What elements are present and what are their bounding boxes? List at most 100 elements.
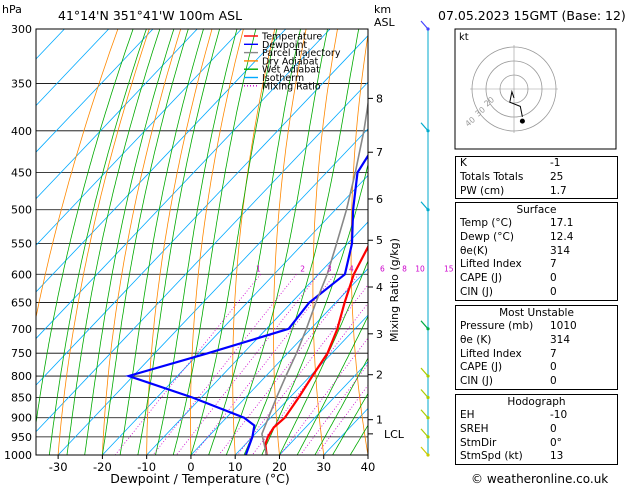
isotherm-line xyxy=(36,29,198,200)
wind-barb xyxy=(420,428,429,438)
wet-adiabat-line xyxy=(279,259,368,455)
row-value: 1.7 xyxy=(550,184,567,197)
mixing-ratio-label: 3 xyxy=(327,264,332,273)
copyright-label: © weatheronline.co.uk xyxy=(471,472,608,486)
profile-lines xyxy=(125,98,368,455)
mixing-ratio-axis-title: Mixing Ratio (g/kg) xyxy=(388,238,401,342)
most-unstable-title: Most Unstable xyxy=(499,307,574,319)
x-tick-label: 0 xyxy=(187,460,194,474)
table-row: EH -10 xyxy=(456,409,617,423)
storm-motion-dot xyxy=(519,118,525,124)
table-row: Lifted Index 7 xyxy=(456,258,617,272)
wind-barb xyxy=(420,122,429,132)
mixing-ratio-label: 4 xyxy=(349,264,354,273)
pressure-tick-label: 700 xyxy=(11,323,32,336)
location-label: 41°14'N 351°41'W 100m ASL xyxy=(58,8,242,23)
wind-barb xyxy=(420,446,429,456)
x-tick-label: 20 xyxy=(272,460,287,474)
wet-adiabat-line xyxy=(48,29,147,455)
row-value: 17.1 xyxy=(550,217,574,229)
table-row: K -1 xyxy=(456,157,617,171)
legend-entry: Dry Adiabat xyxy=(262,56,319,67)
table-row: θe (K) 314 xyxy=(456,334,617,348)
isotherm-line xyxy=(279,361,368,455)
row-label: CAPE (J) xyxy=(460,272,503,285)
height-unit-km: km xyxy=(374,3,391,16)
row-value: 0 xyxy=(550,375,557,388)
wind-point xyxy=(426,327,430,331)
hodograph-unit-label: kt xyxy=(459,32,469,43)
mixing-ratio-label: 10 xyxy=(415,264,425,273)
hodograph-table-title: Hodograph xyxy=(507,396,566,408)
row-value: 314 xyxy=(550,333,571,346)
plot-frame xyxy=(35,28,369,456)
surface-title: Surface xyxy=(516,204,557,216)
mixing-ratio-line xyxy=(279,337,368,455)
background-lines xyxy=(36,29,457,455)
mixing-ratio-label: 2 xyxy=(300,264,305,273)
isotherm-line xyxy=(36,29,109,107)
table-row: Temp (°C) 17.1 xyxy=(456,217,617,231)
wind-barb xyxy=(420,409,429,419)
row-label: StmSpd (kt) xyxy=(460,450,523,463)
height-tick-label: 1 xyxy=(376,414,383,427)
pressure-tick-label: 650 xyxy=(11,297,32,310)
isotherm-line xyxy=(36,29,65,60)
hodograph-table: Hodograph EH -10 SREH 0 StmDir 0° StmSpd (kt) 1… xyxy=(455,394,618,466)
wet-adiabat-line xyxy=(119,29,204,455)
row-label: Lifted Index xyxy=(460,258,522,271)
dry-adiabat-line xyxy=(350,32,368,455)
row-label: K xyxy=(460,157,467,169)
table-row: CIN (J) 0 xyxy=(456,375,617,389)
indices-rows: K -1 Totals Totals 25 PW (cm) 1.7 xyxy=(456,157,617,198)
wet-adiabat-line xyxy=(296,315,368,455)
dry-adiabat-line xyxy=(146,29,213,455)
wind-barb xyxy=(420,367,429,377)
pressure-unit-label: hPa xyxy=(2,3,22,16)
height-tick-label: 3 xyxy=(376,328,383,341)
height-tick-label: 6 xyxy=(376,193,383,206)
row-value: 7 xyxy=(550,347,557,360)
dry-adiabat-line xyxy=(424,29,457,455)
wet-adiabat-line xyxy=(243,29,360,455)
row-label: Lifted Index xyxy=(460,347,522,360)
height-tick-label: 5 xyxy=(376,234,383,247)
wind-point xyxy=(426,435,430,439)
surface-table: Surface Temp (°C) 17.1 Dewp (°C) 12.4 θe(K) 3… xyxy=(455,202,618,301)
wet-adiabat-line xyxy=(155,29,238,455)
legend-entry: Parcel Trajectory xyxy=(262,48,341,59)
x-tick-label: -30 xyxy=(49,460,68,474)
dry-adiabat-line xyxy=(232,29,276,455)
table-row: Lifted Index 7 xyxy=(456,348,617,362)
isotherm-line xyxy=(36,35,368,386)
wet-adiabat-line xyxy=(36,29,134,426)
height-tick-label: 2 xyxy=(376,369,383,382)
isotherm-line xyxy=(36,29,242,246)
mixing-ratio-label: 15 xyxy=(444,264,454,273)
wind-point xyxy=(426,374,430,378)
row-value: 12.4 xyxy=(550,230,574,243)
row-value: 314 xyxy=(550,244,571,257)
pressure-tick-label: 1000 xyxy=(4,449,32,462)
x-axis-title: Dewpoint / Temperature (°C) xyxy=(110,471,289,486)
wind-barb xyxy=(420,320,429,330)
wind-barb xyxy=(420,201,429,211)
pressure-tick-label: 600 xyxy=(11,268,32,281)
table-row: Dewp (°C) 12.4 xyxy=(456,231,617,245)
row-label: StmDir xyxy=(460,436,497,449)
row-label: CAPE (J) xyxy=(460,361,503,374)
hodograph-trace xyxy=(509,89,525,124)
row-value: 1010 xyxy=(550,320,577,332)
wind-point xyxy=(426,395,430,400)
wind-point xyxy=(426,27,430,31)
hodograph-trace-line xyxy=(509,89,523,117)
mixing-ratio-line xyxy=(218,274,360,455)
table-row: CIN (J) 0 xyxy=(456,286,617,300)
table-row: Totals Totals 25 xyxy=(456,171,617,185)
dry-adiabat-line xyxy=(190,29,244,455)
pressure-tick-label: 950 xyxy=(11,431,32,444)
pressure-tick-label: 900 xyxy=(11,412,32,425)
